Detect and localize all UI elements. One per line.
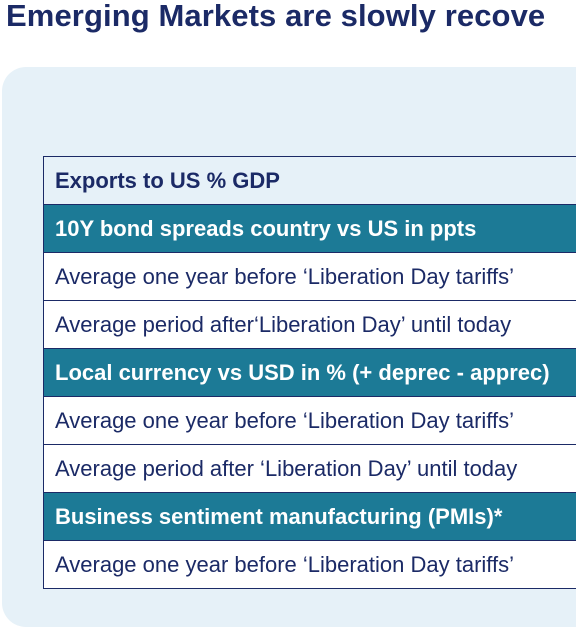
table-row: Average period after ‘Liberation Day’ un… [44, 445, 576, 493]
row-label: Average one year before ‘Liberation Day … [55, 263, 515, 289]
row-label: Average period after ‘Liberation Day’ un… [55, 455, 518, 481]
section-row-bond-spreads: 10Y bond spreads country vs US in ppts [44, 205, 576, 253]
section-label: Local currency vs USD in % (+ deprec - a… [55, 359, 550, 385]
section-label: 10Y bond spreads country vs US in ppts [55, 215, 477, 241]
table-row: Average one year before ‘Liberation Day … [44, 253, 576, 301]
table-header-label: Exports to US % GDP [55, 167, 280, 193]
table-header-row: Exports to US % GDP [44, 157, 576, 205]
page-title: Emerging Markets are slowly recove [6, 0, 546, 33]
row-label: Average one year before ‘Liberation Day … [55, 407, 515, 433]
table-row: Average one year before ‘Liberation Day … [44, 397, 576, 445]
section-label: Business sentiment manufacturing (PMIs)* [55, 503, 503, 529]
row-label: Average one year before ‘Liberation Day … [55, 551, 515, 577]
section-row-local-currency: Local currency vs USD in % (+ deprec - a… [44, 349, 576, 397]
table-row: Average one year before ‘Liberation Day … [44, 541, 576, 589]
section-row-business-sentiment: Business sentiment manufacturing (PMIs)* [44, 493, 576, 541]
table-row: Average period after‘Liberation Day’ unt… [44, 301, 576, 349]
row-label: Average period after‘Liberation Day’ unt… [55, 311, 512, 337]
indicator-table: Exports to US % GDP 10Y bond spreads cou… [43, 156, 576, 589]
